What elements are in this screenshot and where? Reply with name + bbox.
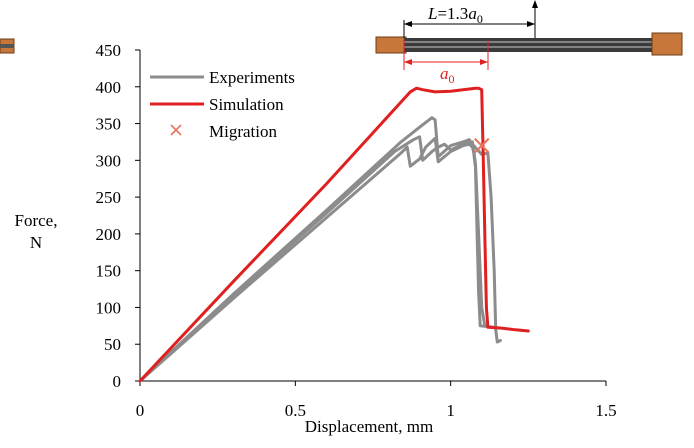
crack-arrow-left — [404, 59, 412, 65]
crack-arrow-right — [480, 59, 488, 65]
legend: Experiments Simulation Migration — [150, 68, 295, 141]
y-tick-label: 0 — [113, 372, 122, 391]
series-layer — [138, 86, 530, 383]
x-tick-label: 0.5 — [285, 401, 306, 420]
x-ticks: 0 0.5 1 1.5 — [136, 381, 617, 420]
experiment-line-1 — [138, 136, 499, 383]
simulation-line — [138, 86, 530, 383]
length-label-a: a — [468, 4, 477, 23]
x-tick-label: 1.5 — [595, 401, 616, 420]
y-tick-label: 150 — [96, 262, 122, 281]
x-tick-label: 0 — [136, 401, 145, 420]
specimen-grip-left — [375, 36, 407, 54]
y-tick-label: 100 — [96, 298, 122, 317]
x-axis-title: Displacement, mm — [305, 417, 433, 436]
crack-label-a: a — [440, 64, 449, 83]
specimen-body — [404, 38, 656, 52]
migration-marker — [474, 137, 490, 154]
length-label-sub: 0 — [477, 12, 483, 26]
experiment-line-2 — [138, 135, 490, 383]
y-tick-label: 200 — [96, 225, 122, 244]
y-tick-label: 400 — [96, 78, 122, 97]
y-tick-label: 250 — [96, 188, 122, 207]
experiment-line-3 — [138, 116, 502, 383]
y-tick-label: 300 — [96, 151, 122, 170]
length-label-var: L — [427, 4, 437, 23]
legend-label-simulation: Simulation — [209, 95, 284, 114]
length-label-eq: =1.3 — [437, 4, 468, 23]
y-tick-label: 450 — [96, 41, 122, 60]
legend-label-experiments: Experiments — [209, 68, 295, 87]
length-arrow-right — [527, 21, 535, 27]
y-tick-label: 50 — [104, 335, 121, 354]
y-axis-title-line1: Force, — [15, 211, 58, 230]
y-ticks: 0 50 100 150 200 250 300 350 400 450 — [96, 41, 140, 391]
specimen-grip-right — [651, 32, 683, 56]
specimen-schematic: L=1.3a0 a0 — [0, 0, 683, 86]
y-tick-label: 350 — [96, 115, 122, 134]
legend-label-migration: Migration — [209, 122, 277, 141]
legend-swatch-migration — [170, 124, 182, 136]
crack-label: a0 — [440, 64, 455, 86]
x-tick-label: 1 — [446, 401, 455, 420]
load-arrow-up — [532, 0, 538, 8]
y-axis-title-line2: N — [30, 233, 42, 252]
length-arrow-left — [404, 21, 412, 27]
length-label: L=1.3a0 — [427, 4, 483, 26]
crack-label-sub: 0 — [449, 72, 455, 86]
